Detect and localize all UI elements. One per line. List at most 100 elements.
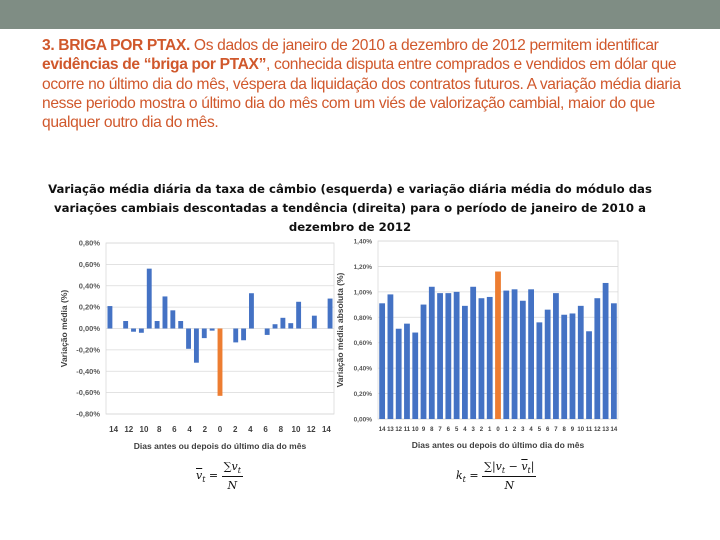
y-axis-title: Variação média absoluta (%)	[335, 272, 345, 387]
bar	[478, 298, 485, 419]
bar	[528, 289, 534, 419]
y-tick-label: 0,20%	[79, 303, 101, 312]
x-tick-label: 12	[594, 427, 601, 433]
bar	[209, 328, 215, 331]
x-tick-label: 6	[172, 425, 177, 434]
figure-title: Variação média diária da taxa de câmbio …	[48, 182, 652, 234]
bar	[288, 323, 294, 329]
bar	[544, 309, 551, 419]
bar	[193, 328, 199, 363]
y-tick-label: 1,40%	[354, 239, 373, 246]
y-tick-label: 0,20%	[354, 391, 373, 398]
x-tick-label: 12	[307, 425, 316, 434]
formula-mean-variation: vt = ∑vt N	[196, 460, 243, 493]
formula-left-num-sub: t	[237, 466, 241, 476]
bar	[610, 303, 617, 419]
y-tick-label: -0,20%	[76, 345, 100, 354]
x-tick-label: 10	[412, 427, 419, 433]
bar	[327, 298, 333, 329]
x-tick-label: 9	[422, 427, 426, 433]
x-tick-label: 5	[455, 427, 459, 433]
formula-right-num: ∑|v	[484, 460, 502, 473]
bar	[249, 293, 254, 329]
y-tick-label: 0,40%	[354, 366, 373, 373]
headline-text-1: Os dados de janeiro de 2010 a dezembro d…	[189, 37, 659, 54]
bar	[170, 310, 176, 329]
formula-right-den: N	[504, 479, 515, 493]
bar	[462, 305, 468, 419]
x-tick-label: 12	[124, 425, 133, 434]
y-tick-label: 0,60%	[79, 260, 101, 269]
x-tick-label: 0	[218, 425, 223, 434]
bar	[602, 282, 609, 419]
formula-right-num-b: v	[521, 460, 528, 473]
headline-lead: 3. BRIGA POR PTAX.	[42, 37, 190, 54]
x-tick-label: 12	[395, 427, 402, 433]
x-tick-label: 6	[447, 427, 451, 433]
x-tick-label: 4	[463, 427, 467, 433]
bar	[428, 286, 435, 419]
headline-emphasis: evidências de “briga por PTAX”	[42, 56, 267, 74]
formula-left-den: N	[227, 479, 238, 493]
bar	[311, 315, 317, 329]
y-tick-label: 0,00%	[79, 324, 101, 333]
x-tick-label: 13	[602, 427, 609, 433]
bar	[107, 306, 113, 329]
bar	[178, 321, 184, 329]
x-tick-label: 6	[546, 427, 550, 433]
x-tick-label: 0	[496, 427, 500, 433]
x-tick-label: 1	[505, 427, 509, 433]
bar	[186, 328, 191, 349]
bar	[379, 303, 386, 419]
top-bar	[0, 0, 720, 29]
y-tick-label: -0,60%	[76, 388, 100, 397]
bar-highlight	[495, 271, 501, 419]
formula-right-lhs: k	[456, 468, 463, 482]
bar-highlight	[217, 328, 223, 396]
formula-left-lhs: v	[196, 468, 203, 482]
bar	[511, 289, 518, 419]
bar	[536, 322, 543, 419]
y-tick-label: 0,80%	[79, 239, 101, 248]
x-tick-label: 10	[140, 425, 149, 434]
bar	[241, 328, 247, 341]
bar	[519, 300, 526, 419]
x-tick-label: 4	[248, 425, 253, 434]
plot-border	[105, 242, 335, 415]
bar	[162, 296, 168, 329]
x-tick-label: 8	[563, 427, 567, 433]
bar	[453, 291, 460, 419]
bar	[264, 328, 270, 335]
x-tick-label: 7	[438, 427, 442, 433]
bar	[577, 305, 584, 419]
bar	[412, 332, 419, 419]
x-tick-label: 8	[157, 425, 162, 434]
bar	[123, 321, 129, 329]
y-tick-label: 0,00%	[354, 417, 373, 424]
x-tick-label: 11	[404, 427, 411, 433]
x-tick-label: 10	[292, 425, 301, 434]
formula-right-num-sub: t	[501, 466, 506, 476]
bar	[586, 331, 592, 419]
bar	[420, 304, 427, 419]
formula-right-num-b-sub: t	[527, 466, 531, 476]
bar	[280, 317, 286, 329]
y-tick-label: -0,80%	[76, 410, 100, 419]
bar	[201, 328, 207, 339]
x-tick-label: 6	[263, 425, 268, 434]
bar	[486, 296, 493, 419]
y-axis-title: Variação média (%)	[59, 290, 69, 368]
x-tick-label: 14	[322, 425, 331, 434]
bar	[437, 293, 443, 419]
y-tick-label: 0,40%	[79, 281, 101, 290]
headline-text-2: , conhecida disputa entre comprados e ve…	[42, 56, 681, 132]
bar	[561, 314, 568, 419]
bar	[233, 328, 239, 343]
formula-left-lhs-sub: t	[202, 474, 206, 484]
x-tick-label: 10	[577, 427, 584, 433]
formula-right-num-end: |	[530, 460, 535, 473]
x-tick-label: 8	[279, 425, 284, 434]
x-tick-label: 5	[538, 427, 542, 433]
x-tick-label: 2	[203, 425, 208, 434]
